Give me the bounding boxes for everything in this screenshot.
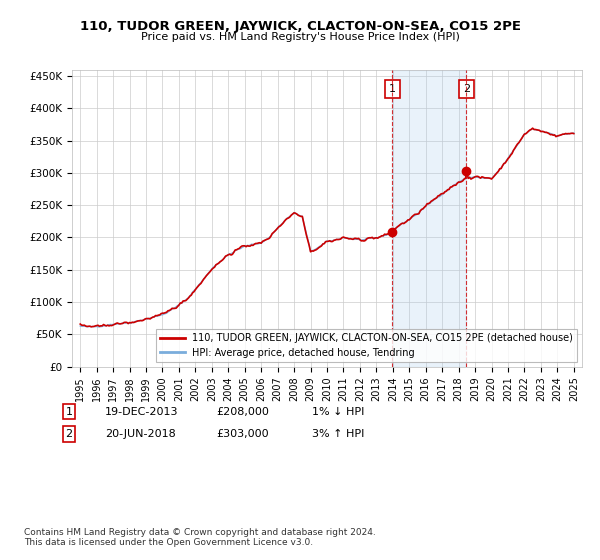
Text: 3% ↑ HPI: 3% ↑ HPI <box>312 429 364 439</box>
Legend: 110, TUDOR GREEN, JAYWICK, CLACTON-ON-SEA, CO15 2PE (detached house), HPI: Avera: 110, TUDOR GREEN, JAYWICK, CLACTON-ON-SE… <box>157 329 577 362</box>
Text: £303,000: £303,000 <box>216 429 269 439</box>
Text: Contains HM Land Registry data © Crown copyright and database right 2024.
This d: Contains HM Land Registry data © Crown c… <box>24 528 376 547</box>
Bar <box>392 69 466 367</box>
Text: 1: 1 <box>65 407 73 417</box>
Text: 1: 1 <box>389 84 396 94</box>
Text: 110, TUDOR GREEN, JAYWICK, CLACTON-ON-SEA, CO15 2PE: 110, TUDOR GREEN, JAYWICK, CLACTON-ON-SE… <box>79 20 521 32</box>
Text: 19-DEC-2013: 19-DEC-2013 <box>105 407 179 417</box>
Text: 20-JUN-2018: 20-JUN-2018 <box>105 429 176 439</box>
Text: 2: 2 <box>65 429 73 439</box>
Text: Price paid vs. HM Land Registry's House Price Index (HPI): Price paid vs. HM Land Registry's House … <box>140 32 460 43</box>
Text: 1% ↓ HPI: 1% ↓ HPI <box>312 407 364 417</box>
Text: £208,000: £208,000 <box>216 407 269 417</box>
Text: 2: 2 <box>463 84 470 94</box>
